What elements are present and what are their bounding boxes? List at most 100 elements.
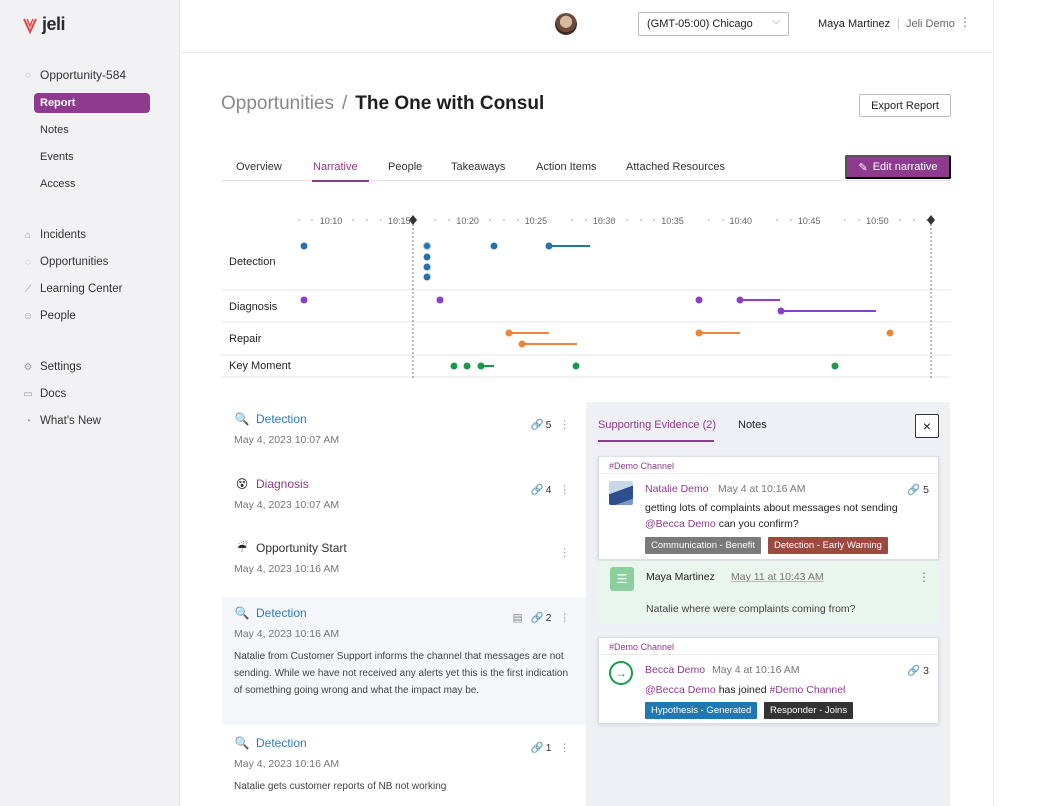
kebab-menu-icon[interactable]: ⋮ [559,741,571,754]
start-marker-icon [409,215,417,225]
event-title[interactable]: 🔍 Detection [234,736,307,750]
event-date: May 4, 2023 10:16 AM [234,563,340,575]
sidebar-item-report[interactable]: Report [34,93,150,113]
message-line: has joined [715,684,770,696]
row-label-detection: Detection [229,256,276,268]
event-title-label: Detection [256,606,307,620]
message-text: @Becca Demo has joined #Demo Channel [645,682,935,698]
event-title[interactable]: 🔍 Detection [234,412,307,426]
kebab-menu-icon[interactable]: ⋮ [918,570,930,584]
tick-label: 10:20 [456,216,479,226]
channel-mention[interactable]: #Demo Channel [769,684,846,696]
list-item[interactable]: 😵 Diagnosis May 4, 2023 10:07 AM 🔗 4 ⋮ [222,467,586,527]
edit-narrative-button[interactable]: ✎ Edit narrative [845,155,951,179]
event-title[interactable]: 😵 Diagnosis [234,477,309,491]
list-item[interactable]: ☔ Opportunity Start May 4, 2023 10:16 AM… [222,531,586,591]
sidebar-item-docs[interactable]: ▭ Docs [22,384,66,404]
detection-marks[interactable] [300,242,591,281]
tab-supporting-evidence[interactable]: Supporting Evidence (2) [598,419,717,431]
link-count: 2 [545,611,552,624]
link-icon: 🔗 [907,665,924,677]
evidence-card[interactable]: #Demo Channel → Becca Demo May 4 at 10:1… [598,637,939,724]
tab-overview[interactable]: Overview [236,161,282,173]
sidebar-item-label: People [40,310,76,322]
evidence-card[interactable]: #Demo Channel Natalie Demo May 4 at 10:1… [598,456,939,560]
tab-attached-resources[interactable]: Attached Resources [626,161,726,173]
lightbulb-icon: ◌ [25,256,31,268]
event-title[interactable]: ☔ Opportunity Start [234,541,347,555]
note-card[interactable]: ☰ Maya Martinez May 11 at 10:43 AM ⋮ Nat… [598,561,939,623]
tab-narrative[interactable]: Narrative [313,161,358,173]
event-title-label: Detection [256,736,307,750]
tab-takeaways[interactable]: Takeaways [451,161,506,173]
sidebar-opportunity[interactable]: ◌ Opportunity-584 [22,65,126,85]
kebab-menu-icon[interactable]: ⋮ [559,611,571,624]
list-item[interactable]: 🔍 Detection May 4, 2023 10:16 AM ▤ 🔗 2 ⋮… [222,597,586,725]
tag-communication-benefit[interactable]: Communication - Benefit [645,537,762,554]
close-button[interactable]: × [915,414,939,438]
org-name[interactable]: Jeli Demo [898,18,955,30]
kebab-menu-icon[interactable]: ⋮ [559,418,571,431]
repair-marks[interactable] [505,329,894,348]
person-icon: ☺ [22,310,34,322]
sidebar-item-incidents[interactable]: ⌂ Incidents [22,225,86,245]
tag-detection-early-warning[interactable]: Detection - Early Warning [768,537,888,554]
sidebar-item-label: What's New [40,415,101,427]
event-date: May 4, 2023 10:16 AM [234,628,340,640]
link-icon: 🔗 [530,419,544,431]
tag-hypothesis-generated[interactable]: Hypothesis - Generated [645,702,758,719]
note-icon: ☰ [610,567,634,591]
docs-icon: ▭ [23,388,33,400]
tag-responder-joins[interactable]: Responder - Joins [764,702,854,719]
row-dividers [221,289,951,378]
jeli-logo[interactable]: jeli [22,14,66,35]
tick-label: 10:25 [525,216,548,226]
tab-people[interactable]: People [388,161,423,173]
kebab-menu-icon[interactable]: ⋮ [559,483,571,496]
sidebar-item-label: Incidents [40,229,87,241]
list-item[interactable]: 🔍 Detection May 4, 2023 10:07 AM 🔗 5 ⋮ [222,402,586,462]
mention[interactable]: @Becca Demo [645,684,716,696]
event-description: Natalie from Customer Support informs th… [234,651,569,696]
timezone-value: (GMT-05:00) Chicago [647,18,753,30]
list-item[interactable]: 🔍 Detection May 4, 2023 10:16 AM 🔗 1 ⋮ N… [222,727,586,806]
sidebar-item-label: Opportunities [40,256,109,268]
sidebar-item-learning-center[interactable]: ⟋ Learning Center [22,279,123,299]
event-title-label: Detection [256,412,307,426]
tab-action-items[interactable]: Action Items [536,161,597,173]
user-avatar[interactable] [555,13,577,35]
kebab-menu-icon[interactable]: ⋮ [959,15,971,29]
sidebar-item-whats-new[interactable]: ◔ What's New [22,411,101,431]
evidence-doc-icon[interactable]: ▤ [512,611,523,624]
tick-label: 10:45 [798,216,821,226]
channel-name[interactable]: #Demo Channel [609,642,675,652]
message-link-count: 🔗 5 [907,483,929,496]
kebab-menu-icon[interactable]: ⋮ [559,547,571,559]
sidebar-item-people[interactable]: ☺ People [22,306,76,326]
sidebar-item-label: Settings [40,361,82,373]
sidebar-item-access[interactable]: Access [40,178,76,190]
card-divider [599,473,938,474]
mention[interactable]: @Becca Demo [645,518,716,530]
diagnosis-marks[interactable] [300,296,877,315]
channel-name[interactable]: #Demo Channel [609,461,675,471]
note-time[interactable]: May 11 at 10:43 AM [731,571,824,583]
user-name[interactable]: Maya Martinez [818,18,891,30]
sidebar-item-notes[interactable]: Notes [40,124,69,136]
sidebar-item-opportunities[interactable]: ◌ Opportunities [22,252,108,272]
event-title[interactable]: 🔍 Detection [234,606,307,620]
tick-label: 10:15 [388,216,411,226]
sidebar-item-events[interactable]: Events [40,151,74,163]
message-author[interactable]: Natalie Demo [645,483,709,495]
note-text: Natalie where were complaints coming fro… [646,603,856,615]
key-moment-marks[interactable] [450,362,839,370]
timezone-select[interactable]: (GMT-05:00) Chicago ⌵ [638,12,789,36]
message-author[interactable]: Becca Demo [645,664,706,676]
breadcrumb-parent[interactable]: Opportunities [221,93,335,114]
message-line: getting lots of complaints about message… [645,502,898,514]
link-count: 1 [545,741,552,754]
sidebar-item-settings[interactable]: ⚙ Settings [22,357,82,377]
export-report-button[interactable]: Export Report [859,94,951,117]
link-count: 5 [923,484,929,496]
tab-notes[interactable]: Notes [738,419,767,431]
